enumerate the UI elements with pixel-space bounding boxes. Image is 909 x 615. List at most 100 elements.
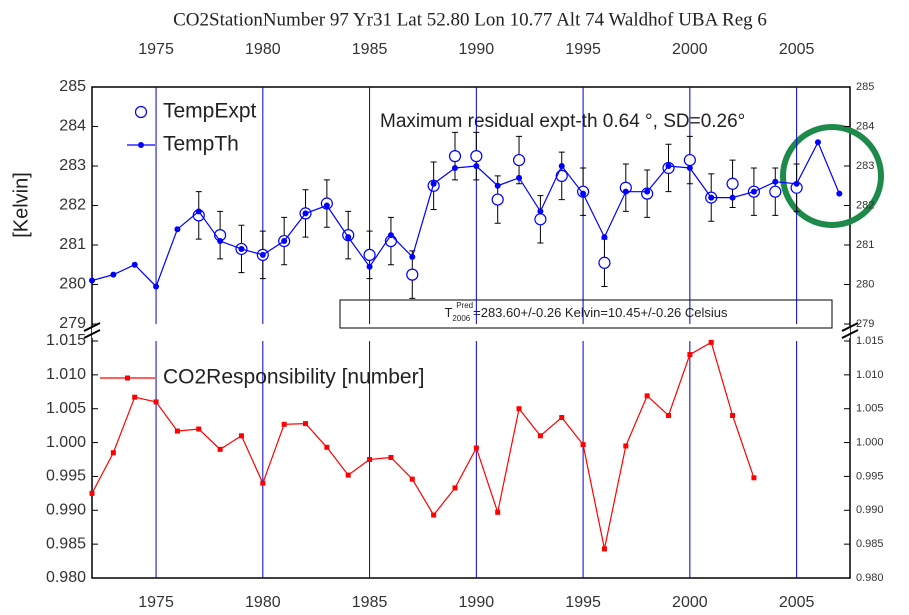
point [302, 210, 309, 217]
point [793, 180, 800, 187]
point [132, 394, 138, 400]
point [89, 490, 95, 496]
y-tick-label: 1.015 [46, 332, 86, 349]
point [687, 352, 693, 358]
x-tick-label: 1990 [459, 594, 495, 611]
point [174, 226, 181, 233]
y2-tick-label: 1.005 [856, 403, 884, 415]
legend-marker [125, 375, 130, 381]
point [534, 213, 547, 226]
prediction-subscript: 2006 [452, 314, 470, 323]
point [387, 232, 394, 239]
prediction-symbol: T [444, 305, 452, 320]
point [580, 442, 586, 448]
point [196, 426, 202, 432]
point [345, 234, 352, 241]
x-tick-label: 1980 [245, 594, 281, 611]
point [409, 253, 416, 260]
x-tick-label: 2005 [779, 594, 815, 611]
axis-break-mark [83, 322, 859, 339]
point [89, 277, 95, 284]
y-tick-label: 281 [59, 236, 86, 253]
point [516, 174, 523, 181]
point [238, 433, 244, 439]
point [644, 393, 650, 399]
y-tick-label: 1.010 [46, 366, 86, 383]
point [324, 444, 330, 450]
y-tick-label: 1.000 [46, 434, 86, 451]
point [601, 234, 608, 241]
point [559, 415, 565, 421]
point [601, 546, 607, 552]
point [153, 283, 160, 290]
point [131, 261, 138, 268]
y2-tick-label: 1.000 [856, 436, 884, 448]
y2-tick-label: 282 [856, 199, 874, 211]
legend-marker [138, 142, 144, 148]
point [622, 188, 629, 195]
x-tick-label: 2000 [672, 594, 708, 611]
x-tick-label: 1995 [565, 41, 601, 58]
point [452, 485, 458, 491]
chart-title: CO2StationNumber 97 Yr31 Lat 52.80 Lon 1… [173, 9, 767, 30]
point [558, 163, 565, 169]
point [730, 412, 736, 418]
point [537, 208, 544, 215]
point [406, 268, 419, 281]
x-tick-label: 2000 [672, 41, 708, 58]
prediction-superscript: Pred [456, 301, 473, 310]
point [409, 476, 415, 482]
point [281, 421, 287, 427]
point [451, 164, 458, 171]
point [303, 421, 309, 427]
annotation: Maximum residual expt-th 0.64 °, SD=0.26… [380, 111, 745, 132]
y-tick-label: 280 [59, 276, 86, 293]
y2-tick-label: 0.995 [856, 470, 884, 482]
point [238, 245, 245, 252]
point [708, 194, 715, 201]
point [686, 164, 693, 171]
y-tick-label: 1.005 [46, 400, 86, 417]
point [195, 208, 202, 215]
point [448, 150, 462, 163]
point [836, 190, 843, 197]
y2-tick-label: 0.985 [856, 538, 884, 550]
point [473, 445, 479, 451]
point [367, 457, 373, 462]
point [281, 238, 288, 245]
point [217, 238, 224, 245]
point [750, 188, 757, 195]
y-tick-label: 285 [59, 78, 86, 95]
x-tick-label: 2005 [779, 41, 815, 58]
y2-tick-label: 279 [856, 318, 874, 330]
legend-label: CO2Responsibility [number] [163, 366, 424, 389]
point [772, 178, 779, 185]
point [345, 472, 351, 478]
y2-tick-label: 284 [856, 120, 874, 132]
y-tick-label: 282 [59, 197, 86, 214]
highlight-circle [780, 124, 884, 228]
point [491, 193, 504, 206]
point [388, 454, 394, 460]
point [598, 256, 611, 269]
x-tick-label: 1985 [352, 594, 388, 611]
y2-tick-label: 281 [856, 239, 874, 251]
point [323, 202, 330, 209]
point [580, 190, 587, 197]
y-tick-label: 0.995 [46, 468, 86, 485]
point [363, 248, 376, 261]
prediction-text: T2006 Pred=283.60+/-0.26 Kelvin=10.45+/-0… [444, 301, 728, 323]
x-tick-label: 1975 [138, 594, 174, 611]
prediction-box [339, 299, 833, 329]
series-line [91, 341, 755, 550]
y-tick-label: 284 [59, 118, 86, 135]
point [814, 139, 821, 146]
point [623, 443, 629, 449]
y-tick-label: 0.985 [46, 535, 86, 552]
point [537, 433, 543, 439]
point [516, 406, 522, 412]
point [644, 188, 651, 195]
point [110, 450, 116, 456]
x-tick-label: 1995 [565, 594, 601, 611]
point [665, 163, 672, 169]
